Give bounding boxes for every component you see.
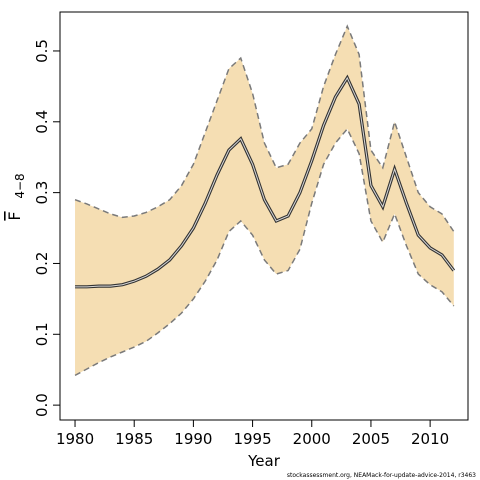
y-axis-label: F — [5, 211, 24, 220]
y-tick-group: 0.1 — [33, 322, 51, 346]
y-tick-group: 0.0 — [33, 393, 51, 417]
x-tick-label: 1980 — [56, 430, 94, 448]
plot-frame — [59, 11, 469, 421]
x-tick-label: 1995 — [233, 430, 271, 448]
y-tick-group: 0.4 — [33, 110, 51, 134]
footnote: stockassessment.org, NEAMack-for-update-… — [287, 472, 476, 479]
x-tick-label: 2010 — [411, 430, 449, 448]
y-tick-group: 0.5 — [33, 39, 51, 63]
line-highlight — [75, 76, 455, 288]
y-axis-sub: 4−8 — [13, 173, 27, 198]
y-axis-symbol: F — [5, 211, 24, 220]
y-tick-label: 0.2 — [33, 252, 51, 276]
y-tick-label: 0.0 — [33, 393, 51, 417]
y-tick-group: 0.2 — [33, 252, 51, 276]
x-tick-label: 1985 — [115, 430, 153, 448]
y-tick-label: 0.3 — [33, 181, 51, 205]
y-tick-label: 0.5 — [33, 39, 51, 63]
x-tick-label: 1990 — [174, 430, 212, 448]
y-axis-subscript: 4−8 — [13, 173, 27, 198]
y-tick-group: 0.3 — [33, 181, 51, 205]
x-tick-label: 2000 — [293, 430, 331, 448]
x-axis-label: Year — [247, 452, 281, 470]
x-tick-label: 2005 — [352, 430, 390, 448]
y-tick-label: 0.4 — [33, 110, 51, 134]
y-tick-label: 0.1 — [33, 322, 51, 346]
upper-bound — [74, 24, 455, 232]
lower-bound — [74, 127, 455, 377]
